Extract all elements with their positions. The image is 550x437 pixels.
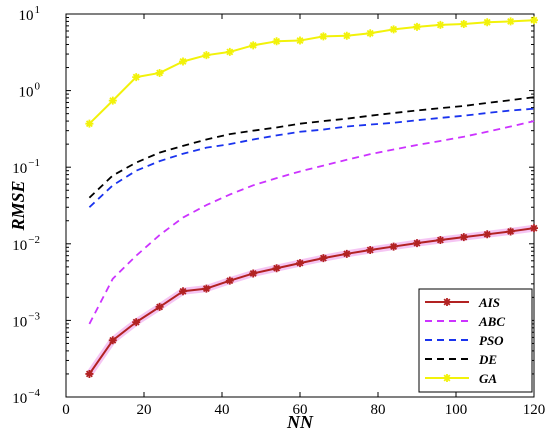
y-tick-label: 101 xyxy=(19,4,41,24)
y-axis-title: RMSE xyxy=(8,180,28,231)
series-ais-point xyxy=(132,318,141,327)
y-tick-label: 10−2 xyxy=(12,234,40,254)
series-ais-point xyxy=(342,249,351,258)
series-ais-point xyxy=(272,264,281,273)
series-de-line xyxy=(88,96,535,199)
x-tick-label: 100 xyxy=(445,402,468,418)
y-tick-label: 10−3 xyxy=(12,310,40,330)
series-ais-point xyxy=(85,369,94,378)
series-ga-point xyxy=(108,96,117,105)
legend-item-ais: AIS xyxy=(425,295,500,310)
legend-item-pso: PSO xyxy=(425,333,504,348)
x-tick-label: 0 xyxy=(62,402,70,418)
series-ais-point xyxy=(389,242,398,251)
series-ais-point xyxy=(108,336,117,345)
x-tick-label: 80 xyxy=(371,402,386,418)
series-ais-point xyxy=(530,224,538,233)
series-ga-point xyxy=(225,47,234,56)
series-ais-point xyxy=(179,287,187,296)
series-pso-line xyxy=(88,107,535,208)
series-ga-point xyxy=(342,31,351,40)
legend-marker xyxy=(443,374,451,382)
legend-item-abc: ABC xyxy=(425,314,505,329)
series-ga xyxy=(85,16,538,128)
series-de xyxy=(88,96,535,199)
series-ga-point xyxy=(249,41,258,50)
series-ais-point xyxy=(155,302,164,311)
series-ga-point xyxy=(366,29,375,38)
x-tick-label: 60 xyxy=(293,402,308,418)
series-ga-point xyxy=(459,20,468,29)
series-ais-point xyxy=(506,227,515,236)
series-ais-point xyxy=(483,230,492,239)
series-ais-point xyxy=(459,233,468,242)
series-pso xyxy=(88,107,535,208)
x-axis-title: NN xyxy=(286,412,314,432)
series-ais-point xyxy=(319,254,328,263)
series-ais-point xyxy=(413,239,421,248)
series-ga-point xyxy=(132,73,141,82)
series-ga-point xyxy=(155,68,164,77)
series-abc xyxy=(88,120,535,325)
series-ais-point xyxy=(296,259,304,268)
series-ais-point xyxy=(225,276,234,285)
legend-box xyxy=(418,288,533,393)
legend-item-ga: GA xyxy=(425,371,497,386)
series-ga-point xyxy=(272,37,281,46)
x-tick-label: 20 xyxy=(137,402,152,418)
series-ga-point xyxy=(85,119,94,128)
y-tick-label: 10−4 xyxy=(12,387,40,407)
legend-marker xyxy=(443,298,451,306)
legend-label: DE xyxy=(478,352,497,367)
x-tick-label: 120 xyxy=(523,402,546,418)
series-ais-point xyxy=(202,284,211,293)
series-ga-point xyxy=(389,25,398,34)
series-ga-point xyxy=(413,22,421,31)
series-ga-point xyxy=(202,51,211,60)
series-ga-point xyxy=(483,18,492,27)
series-ga-point xyxy=(179,57,187,66)
series-ais-point xyxy=(366,246,375,254)
series-ais-point xyxy=(436,236,445,245)
series-ais-point xyxy=(249,269,258,278)
legend-label: AIS xyxy=(478,295,500,310)
legend-label: GA xyxy=(479,371,497,386)
x-tick-label: 40 xyxy=(215,402,230,418)
series-ga-point xyxy=(530,16,538,25)
series-abc-line xyxy=(88,120,535,325)
legend-label: ABC xyxy=(478,314,505,329)
series-ga-point xyxy=(436,20,445,29)
legend-item-de: DE xyxy=(425,352,497,367)
y-tick-label: 100 xyxy=(19,81,41,101)
series-ga-point xyxy=(506,17,515,26)
legend-label: PSO xyxy=(479,333,504,348)
y-tick-label: 10−1 xyxy=(12,157,40,177)
series-ga-line xyxy=(88,19,535,125)
series-ga-point xyxy=(319,32,328,41)
series-ais xyxy=(85,224,538,378)
series-ga-point xyxy=(296,36,304,45)
